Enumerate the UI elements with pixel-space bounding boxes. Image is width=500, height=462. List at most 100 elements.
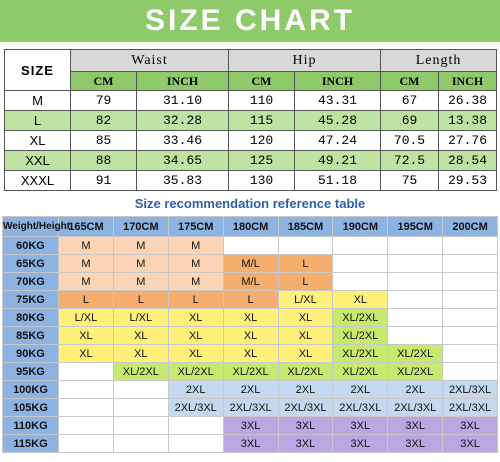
empty-cell: [442, 308, 498, 327]
recommended-size-cell: XL/2XL: [332, 308, 389, 327]
recommended-size-cell: XL: [112, 326, 169, 345]
empty-cell: [332, 236, 389, 255]
recommendation-row: 110KG 3XL 3XL 3XL 3XL 3XL: [2, 416, 498, 435]
measurement-cell: 70.5: [380, 130, 440, 151]
recommended-size-cell: XL: [332, 290, 389, 309]
recommended-size-cell: L/XL: [112, 308, 169, 327]
recommended-size-cell: XL/2XL: [112, 362, 169, 381]
weight-label: 60KG: [2, 236, 59, 255]
recommended-size-cell: 2XL: [167, 380, 224, 399]
recommended-size-cell: XL: [222, 344, 279, 363]
measurement-cell: 33.46: [135, 130, 230, 151]
recommended-size-cell: 2XL/3XL: [442, 398, 498, 417]
size-row: XXXL 91 35.83 130 51.18 75 29.53: [4, 170, 498, 191]
size-label: M: [4, 90, 71, 111]
empty-cell: [112, 398, 169, 417]
empty-cell: [277, 236, 334, 255]
recommended-size-cell: XL/2XL: [222, 362, 279, 381]
weight-height-header: Weight/Height: [2, 216, 70, 237]
recommendation-row: 115KG 3XL 3XL 3XL 3XL 3XL: [2, 434, 498, 453]
recommended-size-cell: XL: [58, 326, 114, 345]
height-header: 175CM: [167, 216, 224, 237]
measurement-cell: 91: [70, 170, 137, 191]
size-label: XL: [4, 130, 71, 151]
size-chart-table: SIZE Waist Hip Length CM INCH CM INCH CM…: [4, 49, 498, 191]
height-header: 190CM: [332, 216, 389, 237]
empty-cell: [387, 272, 444, 291]
measurement-cell: 75: [380, 170, 440, 191]
recommended-size-cell: XL/2XL: [167, 362, 224, 381]
recommendation-row: 65KG M M M M/L L: [2, 254, 498, 273]
recommendation-row: 75KG L L L L L/XL XL: [2, 290, 498, 309]
hip-header: Hip: [228, 49, 382, 72]
measurement-cell: 32.28: [135, 110, 230, 131]
recommended-size-cell: M/L: [222, 272, 279, 291]
unit-header: INCH: [438, 71, 498, 91]
empty-cell: [442, 290, 498, 309]
measurement-cell: 34.65: [135, 150, 230, 171]
measurement-cell: 51.18: [294, 170, 382, 191]
empty-cell: [442, 254, 498, 273]
size-recommendation-table: Weight/Height 165CM 170CM 175CM 180CM 185CM 1…: [2, 216, 498, 453]
recommended-size-cell: M/L: [222, 254, 279, 273]
recommendation-row: 80KG L/XL L/XL XL XL XL XL/2XL: [2, 308, 498, 327]
measurement-cell: 28.54: [438, 150, 498, 171]
empty-cell: [58, 362, 114, 381]
recommended-size-cell: 2XL/3XL: [332, 398, 389, 417]
recommended-size-cell: M: [58, 272, 114, 291]
recommended-size-cell: 3XL: [277, 434, 334, 453]
empty-cell: [387, 290, 444, 309]
measurement-cell: 72.5: [380, 150, 440, 171]
recommended-size-cell: M: [58, 254, 114, 273]
size-row: XXL 88 34.65 125 49.21 72.5 28.54: [4, 150, 498, 171]
measurement-cell: 43.31: [294, 90, 382, 111]
size-row: XL 85 33.46 120 47.24 70.5 27.76: [4, 130, 498, 151]
recommended-size-cell: L/XL: [58, 308, 114, 327]
empty-cell: [442, 236, 498, 255]
empty-cell: [442, 344, 498, 363]
recommended-size-cell: L: [222, 290, 279, 309]
recommended-size-cell: M: [167, 272, 224, 291]
weight-label: 85KG: [2, 326, 59, 345]
recommended-size-cell: XL: [167, 326, 224, 345]
recommended-size-cell: 3XL: [387, 434, 444, 453]
recommended-size-cell: 2XL/3XL: [387, 398, 444, 417]
unit-header: CM: [228, 71, 296, 91]
recommended-size-cell: 3XL: [332, 416, 389, 435]
unit-header: CM: [70, 71, 137, 91]
measurement-cell: 115: [228, 110, 296, 131]
recommended-size-cell: 2XL/3XL: [442, 380, 498, 399]
empty-cell: [167, 416, 224, 435]
recommendation-row: 70KG M M M M/L L: [2, 272, 498, 291]
recommended-size-cell: 3XL: [222, 434, 279, 453]
measurement-cell: 29.53: [438, 170, 498, 191]
recommended-size-cell: XL: [58, 344, 114, 363]
empty-cell: [58, 416, 114, 435]
measurement-cell: 120: [228, 130, 296, 151]
empty-cell: [387, 308, 444, 327]
measurement-cell: 26.38: [438, 90, 498, 111]
empty-cell: [387, 326, 444, 345]
recommended-size-cell: 3XL: [222, 416, 279, 435]
empty-cell: [112, 380, 169, 399]
recommended-size-cell: XL: [222, 326, 279, 345]
unit-header: INCH: [294, 71, 382, 91]
measurement-cell: 130: [228, 170, 296, 191]
measurement-cell: 88: [70, 150, 137, 171]
recommended-size-cell: M: [167, 254, 224, 273]
recommended-size-cell: 2XL: [387, 380, 444, 399]
recommended-size-cell: XL: [112, 344, 169, 363]
height-header: 200CM: [442, 216, 498, 237]
recommended-size-cell: 3XL: [387, 416, 444, 435]
recommended-size-cell: XL: [277, 326, 334, 345]
weight-label: 90KG: [2, 344, 59, 363]
measurement-cell: 31.10: [135, 90, 230, 111]
measurement-cell: 110: [228, 90, 296, 111]
length-header: Length: [380, 49, 498, 72]
size-column-header: SIZE: [4, 49, 71, 91]
height-header: 165CM: [58, 216, 114, 237]
recommended-size-cell: M: [112, 236, 169, 255]
recommended-size-cell: XL/2XL: [332, 326, 389, 345]
empty-cell: [112, 434, 169, 453]
recommended-size-cell: 2XL: [222, 380, 279, 399]
